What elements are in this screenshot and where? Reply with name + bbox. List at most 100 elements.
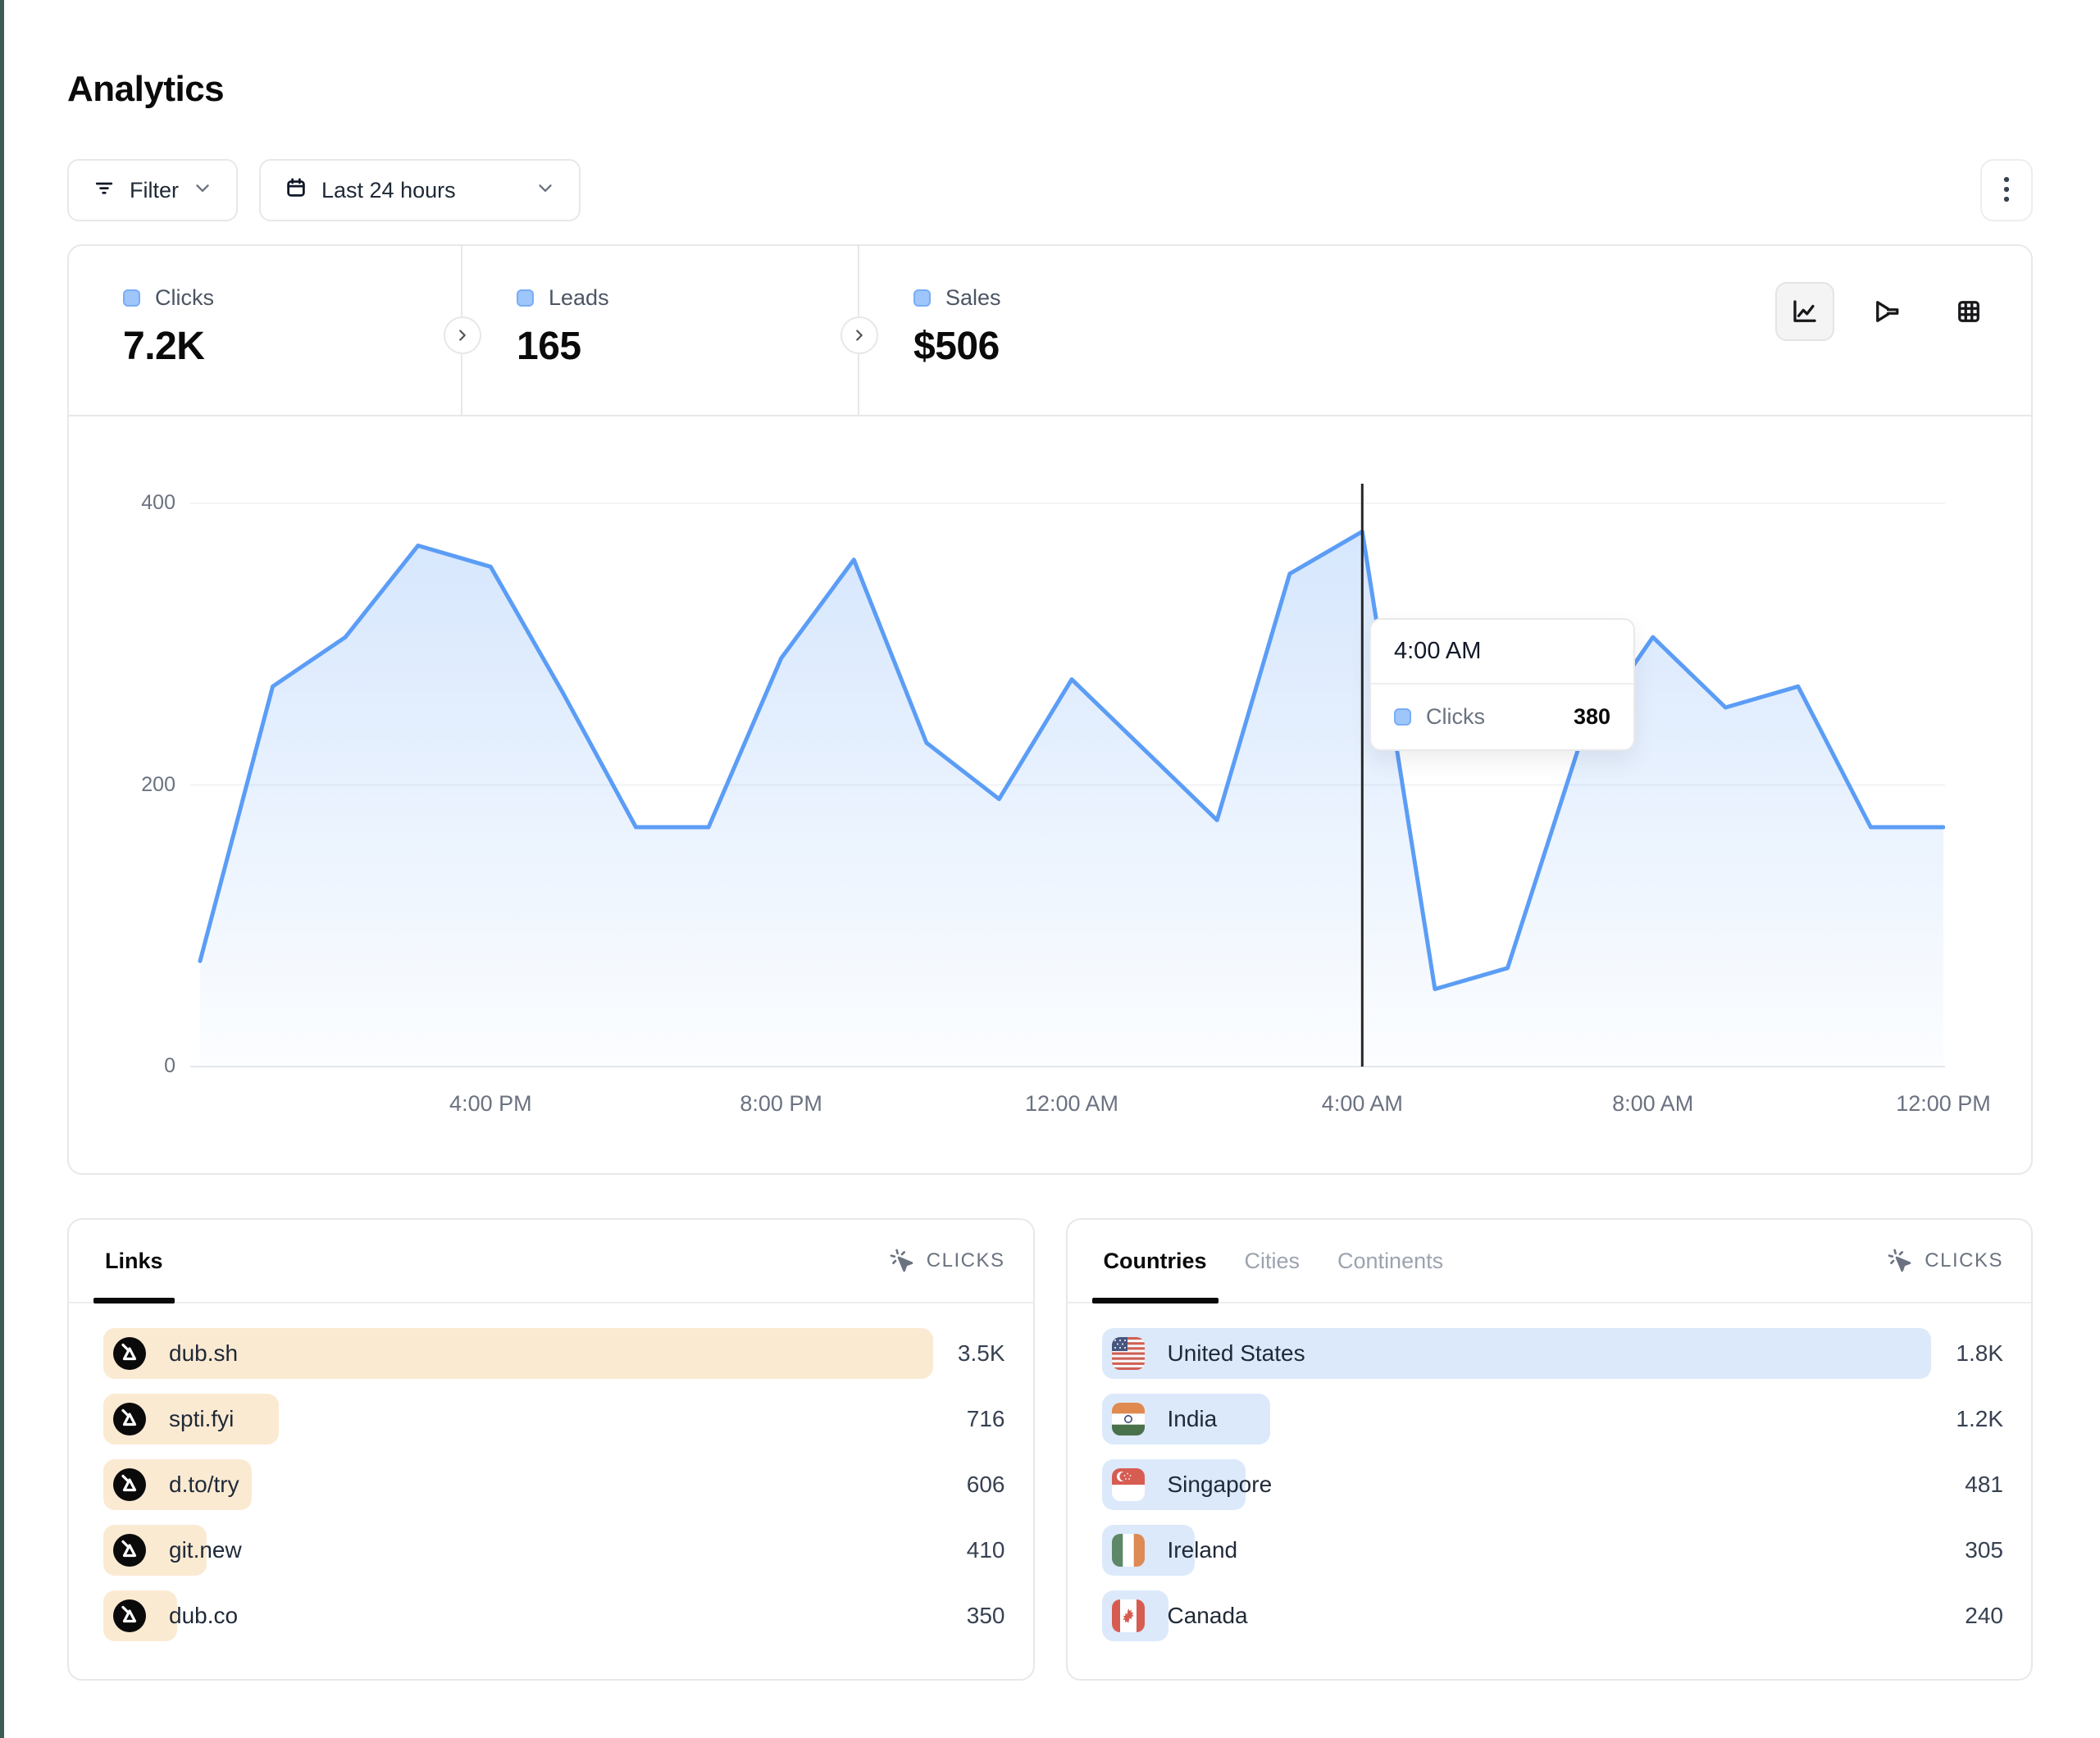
canada-flag-icon	[1111, 1599, 1145, 1632]
tooltip-time: 4:00 AM	[1371, 620, 1633, 685]
analytics-card: Clicks 7.2K Leads 165 Sales $506	[67, 244, 2033, 1175]
list-item-value: 305	[1965, 1537, 2003, 1563]
grid-icon	[1958, 301, 1979, 322]
list-item-label: spti.fyi	[169, 1406, 235, 1431]
dub-logo-icon	[113, 1534, 146, 1567]
expand-leads-button[interactable]	[444, 316, 481, 354]
date-range-button[interactable]: Last 24 hours	[259, 159, 581, 221]
x-axis-tick: 12:00 AM	[1024, 1091, 1119, 1116]
list-item-label: dub.sh	[169, 1340, 239, 1366]
list-item-git-new[interactable]: git.new 410	[103, 1525, 1005, 1576]
stat-sales-value: $506	[913, 325, 1000, 368]
list-item-value: 1.2K	[1956, 1406, 2003, 1431]
dub-logo-icon	[113, 1599, 146, 1632]
stat-clicks[interactable]: Clicks 7.2K	[69, 246, 462, 415]
value-bar	[1101, 1328, 1932, 1379]
chart-tooltip: 4:00 AM Clicks 380	[1369, 618, 1635, 751]
list-item-india[interactable]: India 1.2K	[1101, 1394, 2003, 1445]
list-item-dub-co[interactable]: dub.co 350	[103, 1590, 1005, 1641]
stat-sales-label: Sales	[945, 285, 1001, 310]
links-panel: Links CLICKS dub.sh 3.5K spti.fyi 716 d.to/t…	[67, 1218, 1035, 1681]
list-item-label: d.to/try	[169, 1472, 239, 1497]
us-flag-icon	[1111, 1337, 1145, 1370]
cursor-click-icon	[1888, 1249, 1911, 1272]
countries-tab-cities[interactable]: Cities	[1244, 1248, 1301, 1273]
filter-button[interactable]: Filter	[67, 159, 238, 221]
list-item-united-states[interactable]: United States 1.8K	[1101, 1328, 2003, 1379]
stat-leads-label: Leads	[549, 285, 609, 310]
more-options-button[interactable]	[1980, 159, 2033, 221]
breakdown-panels: Links CLICKS dub.sh 3.5K spti.fyi 716 d.to/t…	[67, 1218, 2033, 1681]
list-item-spti-fyi[interactable]: spti.fyi 716	[103, 1394, 1005, 1445]
y-axis-tick: 400	[141, 491, 175, 514]
y-axis-tick: 200	[141, 772, 175, 796]
stat-leads-value: 165	[517, 325, 581, 368]
chevron-right-icon	[459, 330, 466, 341]
area-chart-canvas[interactable]	[190, 480, 1945, 1079]
ireland-flag-icon	[1111, 1534, 1145, 1567]
funnel-icon	[1876, 301, 1899, 322]
list-item-dub-sh[interactable]: dub.sh 3.5K	[103, 1328, 1005, 1379]
list-item-d-to-try[interactable]: d.to/try 606	[103, 1459, 1005, 1510]
list-item-label: Canada	[1167, 1603, 1248, 1628]
funnel-view-button[interactable]	[1857, 282, 1916, 341]
links-metric-label: CLICKS	[926, 1249, 1005, 1272]
clicks-chart[interactable]: 4:00 AM Clicks 380 0 200 400 4:00 PM 8:00 PM…	[69, 416, 2031, 1172]
expand-sales-button[interactable]	[840, 316, 878, 354]
kebab-menu-icon	[1994, 175, 2019, 207]
page-title: Analytics	[67, 69, 225, 109]
stat-leads[interactable]: Leads 165	[462, 246, 859, 415]
x-axis-tick: 4:00 PM	[449, 1091, 532, 1116]
analytics-page: Analytics Filter Last 24 hours	[67, 0, 2033, 1681]
links-tab-links[interactable]: Links	[93, 1220, 174, 1304]
x-axis-tick: 4:00 AM	[1321, 1091, 1403, 1116]
leads-legend-square-icon	[517, 289, 534, 307]
countries-panel: Countries Cities Continents CLICKS United …	[1065, 1218, 2033, 1681]
tooltip-value: 380	[1573, 704, 1610, 729]
tooltip-series-label: Clicks	[1426, 704, 1485, 729]
dub-logo-icon	[113, 1403, 146, 1435]
clicks-legend-square-icon	[123, 289, 140, 307]
india-flag-icon	[1111, 1403, 1145, 1435]
list-item-ireland[interactable]: Ireland 305	[1101, 1525, 2003, 1576]
list-item-label: dub.co	[169, 1603, 239, 1628]
links-rows: dub.sh 3.5K spti.fyi 716 d.to/try 606 git.new 4…	[69, 1304, 1033, 1641]
countries-tab-countries[interactable]: Countries	[1091, 1220, 1219, 1304]
stat-clicks-value: 7.2K	[123, 325, 205, 368]
stat-sales[interactable]: Sales $506	[859, 246, 2031, 415]
list-item-label: Singapore	[1167, 1472, 1273, 1497]
x-axis-tick: 12:00 PM	[1896, 1091, 1991, 1116]
list-item-value: 350	[966, 1603, 1005, 1628]
countries-tab-continents[interactable]: Continents	[1337, 1248, 1444, 1273]
countries-rows: United States 1.8K India 1.2K Singapore 481 Ir…	[1068, 1304, 2032, 1641]
line-chart-view-button[interactable]	[1775, 282, 1834, 341]
list-item-label: Ireland	[1167, 1537, 1238, 1563]
area-fill	[200, 531, 1943, 1067]
stat-clicks-label: Clicks	[155, 285, 214, 310]
list-item-value: 240	[1965, 1603, 2003, 1628]
list-item-canada[interactable]: Canada 240	[1101, 1590, 2003, 1641]
cursor-click-icon	[890, 1249, 913, 1272]
tooltip-legend-square-icon	[1394, 708, 1411, 726]
date-range-label: Last 24 hours	[321, 177, 456, 202]
countries-metric[interactable]: CLICKS	[1887, 1248, 2003, 1274]
x-axis-tick: 8:00 AM	[1612, 1091, 1694, 1116]
chart-type-toggle	[1775, 282, 1998, 341]
filter-lines-icon	[92, 175, 116, 206]
sales-legend-square-icon	[913, 289, 931, 307]
countries-tabs: Countries Cities Continents	[1091, 1220, 1444, 1304]
table-view-button[interactable]	[1939, 282, 1998, 341]
dub-logo-icon	[113, 1468, 146, 1501]
list-item-singapore[interactable]: Singapore 481	[1101, 1459, 2003, 1510]
list-item-label: git.new	[169, 1537, 242, 1563]
y-axis-tick: 0	[164, 1054, 175, 1077]
countries-metric-label: CLICKS	[1925, 1249, 2003, 1272]
links-metric[interactable]: CLICKS	[889, 1248, 1005, 1274]
list-item-label: United States	[1167, 1340, 1305, 1366]
filter-button-label: Filter	[130, 177, 179, 202]
singapore-flag-icon	[1111, 1468, 1145, 1501]
list-item-label: India	[1167, 1406, 1218, 1431]
list-item-value: 716	[966, 1406, 1005, 1431]
list-item-value: 481	[1965, 1472, 2003, 1497]
dub-logo-icon	[113, 1337, 146, 1370]
